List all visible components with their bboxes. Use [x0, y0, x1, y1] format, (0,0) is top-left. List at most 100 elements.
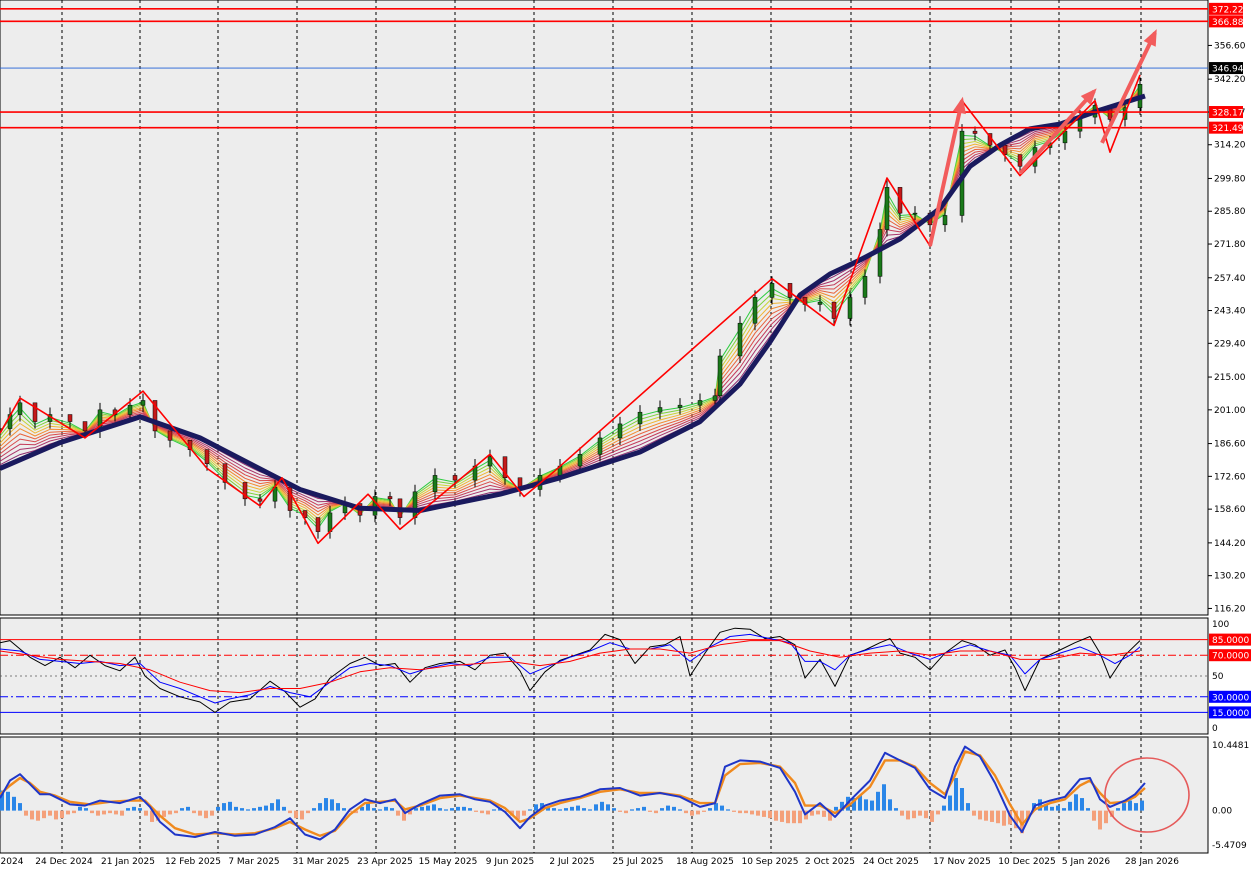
- level-tag-label: 346.94: [1212, 65, 1244, 75]
- price-tick-label: 243.40: [1214, 307, 1246, 317]
- macd-histogram-bar: [858, 795, 862, 811]
- macd-histogram-bar: [360, 806, 364, 811]
- macd-histogram-bar: [270, 803, 274, 811]
- macd-histogram-bar: [840, 801, 844, 811]
- macd-histogram-bar: [918, 810, 922, 816]
- macd-histogram-bar: [888, 799, 892, 811]
- candle-body: [912, 212, 918, 215]
- trend-arrow-head: [952, 96, 966, 115]
- macd-tick-label: -5.4709: [1212, 841, 1247, 851]
- rsi-tick-label: 0: [1212, 724, 1218, 734]
- macd-histogram-bar: [84, 808, 88, 811]
- macd-histogram-bar: [558, 809, 562, 811]
- macd-histogram-bar: [636, 808, 640, 811]
- rsi-level-tag: [1209, 690, 1251, 703]
- macd-histogram-bar: [492, 809, 496, 811]
- macd-histogram-bar: [486, 810, 490, 815]
- macd-histogram-bar: [912, 810, 916, 819]
- candle-body: [972, 130, 978, 134]
- price-tick-label: 158.60: [1214, 505, 1246, 515]
- macd-histogram-bar: [1104, 810, 1108, 824]
- macd-histogram-bar: [252, 808, 256, 811]
- macd-histogram-bar: [192, 810, 196, 814]
- macd-histogram-bar: [1056, 805, 1060, 811]
- macd-histogram-bar: [366, 803, 370, 811]
- price-tick-label: 229.40: [1214, 339, 1246, 349]
- macd-histogram-bar: [984, 810, 988, 821]
- macd-histogram-bar: [978, 810, 982, 820]
- x-tick-label: 28 Jan 2026: [1125, 857, 1179, 867]
- x-tick-label: 10 Sep 2025: [741, 857, 798, 867]
- candle-body: [577, 454, 583, 467]
- price-tick-label: 116.20: [1214, 604, 1246, 614]
- macd-histogram-bar: [456, 806, 460, 811]
- candle-body: [315, 517, 321, 532]
- macd-histogram-bar: [714, 803, 718, 811]
- ma-ribbon-line: [0, 91, 1141, 514]
- macd-histogram-bar: [258, 806, 262, 811]
- macd-histogram-bar: [1086, 808, 1090, 811]
- macd-histogram-bar: [150, 810, 154, 822]
- macd-histogram-bar: [48, 810, 52, 816]
- level-tag-label: 321.49: [1212, 124, 1244, 134]
- macd-histogram-bar: [624, 810, 628, 814]
- rsi-level-tag: [1209, 649, 1251, 662]
- macd-histogram-bar: [444, 809, 448, 811]
- macd-histogram-bar: [882, 784, 886, 811]
- macd-histogram-bar: [276, 799, 280, 811]
- macd-histogram-bar: [516, 810, 520, 820]
- ma-ribbon-line: [0, 93, 1141, 513]
- rsi-level-label: 30.0000: [1212, 693, 1249, 703]
- macd-histogram-bar: [90, 810, 94, 814]
- macd-histogram-bar: [342, 808, 346, 811]
- macd-histogram-bar: [132, 806, 136, 811]
- macd-histogram-bar: [114, 810, 118, 815]
- macd-tick-label: 0.00: [1212, 807, 1232, 817]
- ma-ribbon-line: [0, 85, 1141, 529]
- candle-body: [452, 475, 458, 481]
- macd-histogram-bar: [1014, 810, 1018, 829]
- candle-body: [657, 407, 663, 413]
- x-tick-label: 24 Dec 2024: [35, 857, 93, 867]
- macd-histogram-bar: [786, 810, 790, 824]
- macd-histogram-bar: [264, 805, 268, 811]
- level-tag-label: 366.88: [1212, 18, 1244, 28]
- macd-histogram-bar: [738, 810, 742, 814]
- macd-histogram-bar: [1092, 810, 1096, 821]
- macd-histogram-bar: [522, 810, 526, 816]
- candle-body: [697, 400, 703, 406]
- macd-histogram-bar: [726, 809, 730, 811]
- macd-histogram-bar: [96, 810, 100, 816]
- macd-histogram-bar: [234, 806, 238, 811]
- price-tick-label: 285.80: [1214, 207, 1246, 217]
- level-tag: [1209, 106, 1243, 119]
- macd-histogram-bar: [630, 809, 634, 811]
- macd-histogram-bar: [576, 805, 580, 811]
- macd-histogram-bar: [768, 810, 772, 819]
- macd-histogram-bar: [180, 808, 184, 811]
- trend-arrow-head: [1080, 88, 1097, 105]
- macd-histogram-bar: [672, 806, 676, 811]
- macd-histogram-bar: [894, 808, 898, 811]
- macd-line: [0, 745, 1146, 841]
- candle-body: [737, 322, 743, 357]
- macd-histogram-bar: [288, 810, 292, 814]
- price-tick-label: 299.80: [1214, 174, 1246, 184]
- level-tag-label: 328.17: [1212, 109, 1244, 119]
- candle-body: [831, 301, 837, 319]
- macd-histogram-bar: [240, 808, 244, 811]
- macd-histogram-bar: [108, 810, 112, 814]
- trend-arrow-shaft: [1100, 31, 1157, 144]
- macd-histogram-bar: [1116, 808, 1120, 811]
- macd-histogram-bar: [828, 810, 832, 821]
- macd-histogram-bar: [504, 810, 508, 812]
- macd-histogram-bar: [774, 810, 778, 821]
- macd-histogram-bar: [804, 810, 808, 820]
- candle-body: [502, 456, 508, 479]
- macd-histogram-bar: [120, 810, 124, 816]
- candle-body: [387, 496, 393, 500]
- price-layer: [0, 8, 1208, 545]
- macd-histogram-bar: [660, 808, 664, 811]
- price-tick-label: 314.20: [1214, 141, 1246, 151]
